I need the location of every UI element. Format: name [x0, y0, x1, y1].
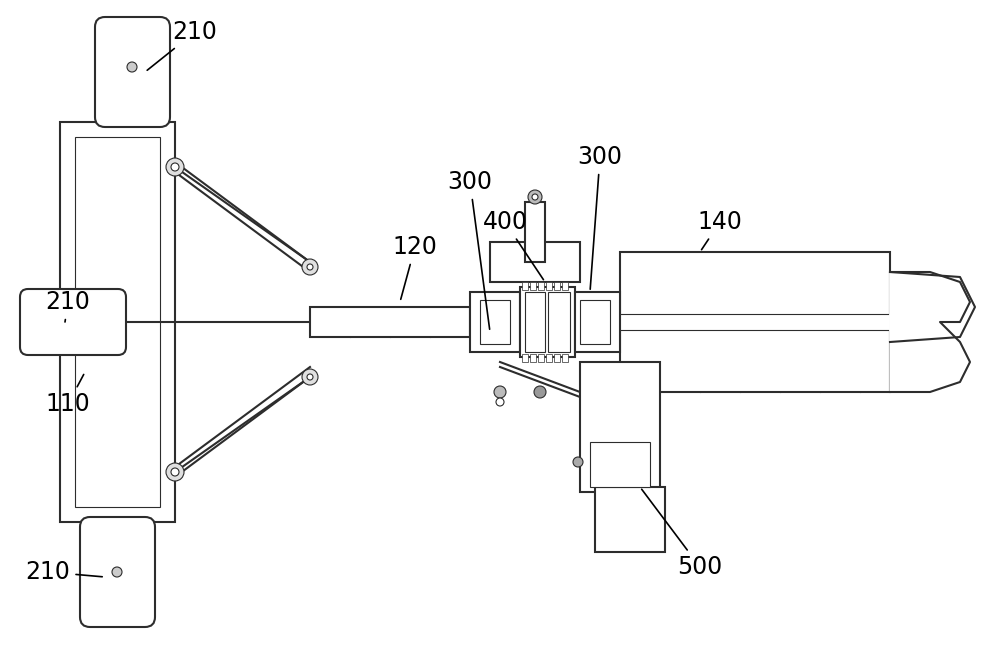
Bar	[580, 300, 610, 344]
Bar	[470, 292, 520, 352]
Bar	[538, 354, 544, 362]
Bar	[538, 282, 544, 290]
Bar	[480, 300, 510, 344]
Bar	[310, 307, 470, 337]
Bar	[595, 487, 665, 552]
FancyBboxPatch shape	[80, 517, 155, 627]
Ellipse shape	[127, 62, 137, 72]
Text: 300: 300	[578, 145, 622, 289]
Polygon shape	[890, 272, 975, 342]
Bar	[590, 442, 650, 487]
Bar	[525, 202, 545, 262]
Bar	[620, 252, 890, 392]
Ellipse shape	[532, 194, 538, 200]
Bar	[562, 354, 568, 362]
Ellipse shape	[112, 567, 122, 577]
Text: 110: 110	[46, 374, 90, 416]
Bar	[575, 292, 620, 352]
Bar	[525, 292, 545, 352]
Bar	[554, 354, 560, 362]
Ellipse shape	[302, 259, 318, 275]
Ellipse shape	[573, 457, 583, 467]
Bar	[620, 314, 890, 330]
Bar	[546, 282, 552, 290]
Bar	[554, 282, 560, 290]
Bar	[522, 282, 528, 290]
Text: 300: 300	[448, 170, 492, 329]
Ellipse shape	[171, 163, 179, 171]
Bar	[548, 292, 570, 352]
Bar	[580, 362, 660, 492]
Ellipse shape	[307, 374, 313, 380]
Ellipse shape	[302, 369, 318, 385]
FancyBboxPatch shape	[95, 17, 170, 127]
Ellipse shape	[496, 398, 504, 406]
Bar	[490, 242, 580, 282]
Text: 210: 210	[46, 290, 90, 322]
Bar	[562, 282, 568, 290]
Ellipse shape	[494, 386, 506, 398]
Text: 140: 140	[698, 210, 742, 250]
FancyBboxPatch shape	[20, 289, 126, 355]
Bar	[520, 287, 575, 357]
Ellipse shape	[528, 190, 542, 204]
Bar	[522, 354, 528, 362]
Ellipse shape	[166, 158, 184, 176]
Polygon shape	[890, 272, 970, 392]
Bar	[546, 354, 552, 362]
Ellipse shape	[534, 386, 546, 398]
Bar	[530, 354, 536, 362]
Ellipse shape	[166, 463, 184, 481]
Text: 210: 210	[147, 20, 217, 70]
Ellipse shape	[171, 468, 179, 476]
Bar	[530, 282, 536, 290]
Text: 400: 400	[482, 210, 543, 280]
Ellipse shape	[307, 264, 313, 270]
Text: 120: 120	[393, 235, 437, 299]
Text: 210: 210	[26, 560, 102, 584]
Bar	[60, 122, 175, 522]
Bar	[75, 137, 160, 507]
Text: 500: 500	[642, 489, 723, 579]
